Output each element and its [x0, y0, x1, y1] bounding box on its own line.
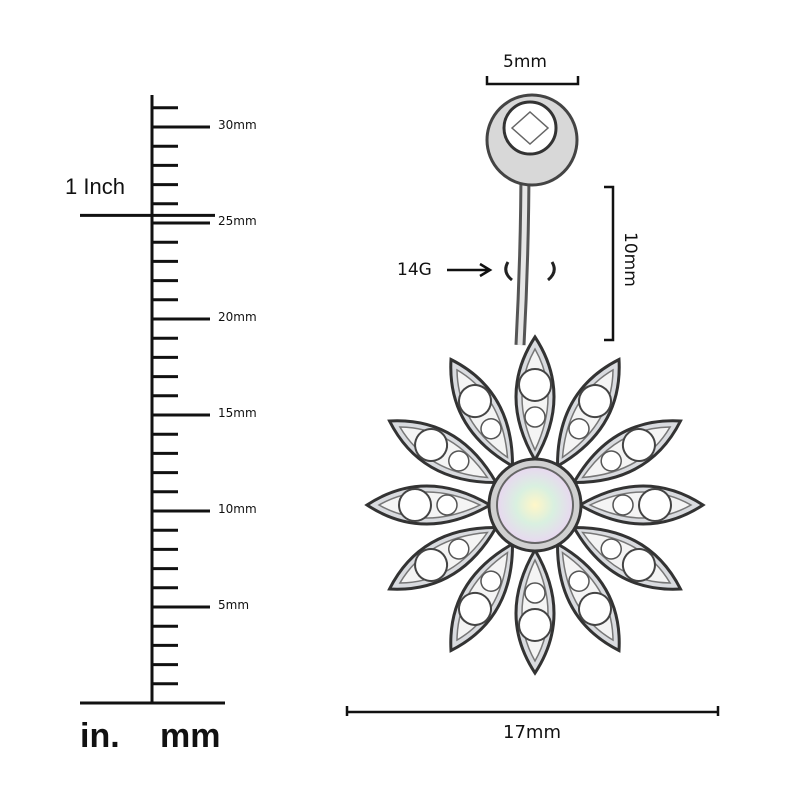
ruler-tick-label: 30mm [218, 118, 257, 132]
crystal [621, 548, 656, 582]
crystal [518, 368, 552, 402]
inch-label: 1 Inch [65, 174, 125, 199]
crystal [578, 591, 612, 626]
petal [449, 357, 515, 469]
petal [449, 541, 515, 653]
unit-mm-label: mm [160, 717, 221, 755]
petal [514, 547, 556, 676]
gauge-label: 14G [397, 260, 432, 280]
flower-charm [364, 334, 706, 676]
dim-line-ball [485, 76, 580, 86]
gauge-marker [504, 261, 556, 282]
dim-line-width [345, 706, 720, 716]
crystal [518, 608, 552, 642]
crystal [578, 384, 612, 419]
petal [555, 541, 621, 653]
ruler-tick-label: 15mm [218, 406, 257, 420]
crystal [621, 428, 656, 462]
crystal [458, 384, 492, 419]
crystal [414, 428, 449, 462]
width-label: 17mm [503, 722, 561, 743]
ruler-tick-label: 25mm [218, 214, 257, 228]
petal [571, 525, 683, 591]
ball-size-label: 5mm [503, 52, 547, 72]
dim-line-bar [604, 185, 615, 342]
petal [577, 484, 706, 526]
crystal [458, 591, 492, 626]
petal [571, 419, 683, 485]
center-gem [496, 466, 574, 544]
bar-length-label: 10mm [620, 232, 640, 287]
petal [387, 525, 499, 591]
crystal [398, 488, 432, 522]
unit-in-label: in. [80, 717, 120, 755]
crystal [638, 488, 672, 522]
crystal [414, 548, 449, 582]
petal [555, 357, 621, 469]
petal [387, 419, 499, 485]
ruler-tick-label: 10mm [218, 502, 257, 516]
gauge-arrow [447, 262, 493, 278]
ruler-tick-label: 5mm [218, 598, 250, 612]
petal [364, 484, 493, 526]
petal [514, 334, 556, 463]
ruler-tick-label: 20mm [218, 310, 257, 324]
